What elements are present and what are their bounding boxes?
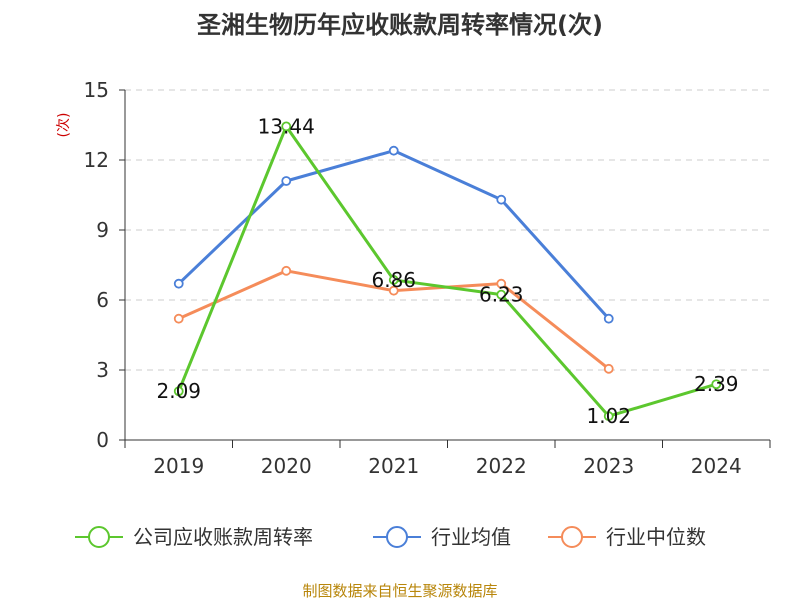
data-label-2021: 6.86 [371,268,416,292]
legend-item-1[interactable]: 行业均值 [373,525,511,549]
point-s2-2023 [603,363,614,374]
x-tick-label-2022: 2022 [476,454,527,478]
x-tick-label-2023: 2023 [583,454,634,478]
data-labels: 2.09 13.44 6.86 6.23 1.02 2.39 [156,114,738,428]
source-note: 制图数据来自恒生聚源数据库 [302,582,497,600]
y-tick-label-15: 15 [84,78,109,102]
point-s1-2022 [496,194,507,205]
y-tick-label-3: 3 [96,358,109,382]
legend-item-2[interactable]: 行业中位数 [548,525,706,549]
data-label-2024: 2.39 [694,372,739,396]
data-label-2023: 1.02 [586,404,631,428]
point-s1-2019 [173,278,184,289]
point-s2-2021 [388,285,399,296]
grid-lines [125,89,770,371]
legend-marker-1 [386,526,408,548]
point-s1-2020 [281,176,292,186]
x-tick-label-2021: 2021 [368,454,419,478]
data-label-2022: 6.23 [479,283,524,307]
data-label-2019: 2.09 [156,379,201,403]
point-s2-2022 [496,278,507,289]
point-s0-2022 [496,289,507,300]
point-s2-2020 [281,265,292,276]
point-s0-2019 [173,386,184,397]
axes: 0 3 6 9 12 15 2019 2020 2021 2022 2023 2024 [84,78,771,478]
series-line-0 [177,124,717,418]
point-s1-2023 [603,313,614,324]
series-lines [177,124,717,418]
y-tick-label-9: 9 [96,218,109,242]
data-points [173,121,722,422]
x-tick-label-2020: 2020 [261,454,312,478]
legend[interactable]: 公司应收账款周转率 行业均值 行业中位数 [75,525,706,549]
x-tick-label-2019: 2019 [153,454,204,478]
legend-marker-2 [561,526,583,548]
chart-title: 圣湘生物历年应收账款周转率情况(次) [197,11,603,39]
point-s0-2024 [711,379,722,390]
y-axis-label: (次) [56,113,72,138]
point-s2-2019 [173,313,184,324]
y-tick-label-12: 12 [84,148,109,172]
legend-label-1: 行业均值 [431,525,511,549]
point-s1-2021 [388,145,399,156]
x-tick-label-2024: 2024 [691,454,742,478]
legend-item-0[interactable]: 公司应收账款周转率 [75,525,313,549]
data-label-2020: 13.44 [258,114,315,138]
legend-label-2: 行业中位数 [606,525,706,549]
point-s0-2021 [388,275,399,285]
y-tick-label-0: 0 [96,428,109,452]
point-s0-2020 [281,121,292,132]
y-tick-label-6: 6 [96,288,109,312]
legend-marker-0 [88,526,110,548]
legend-label-0: 公司应收账款周转率 [133,525,313,549]
point-s0-2023 [603,411,614,422]
